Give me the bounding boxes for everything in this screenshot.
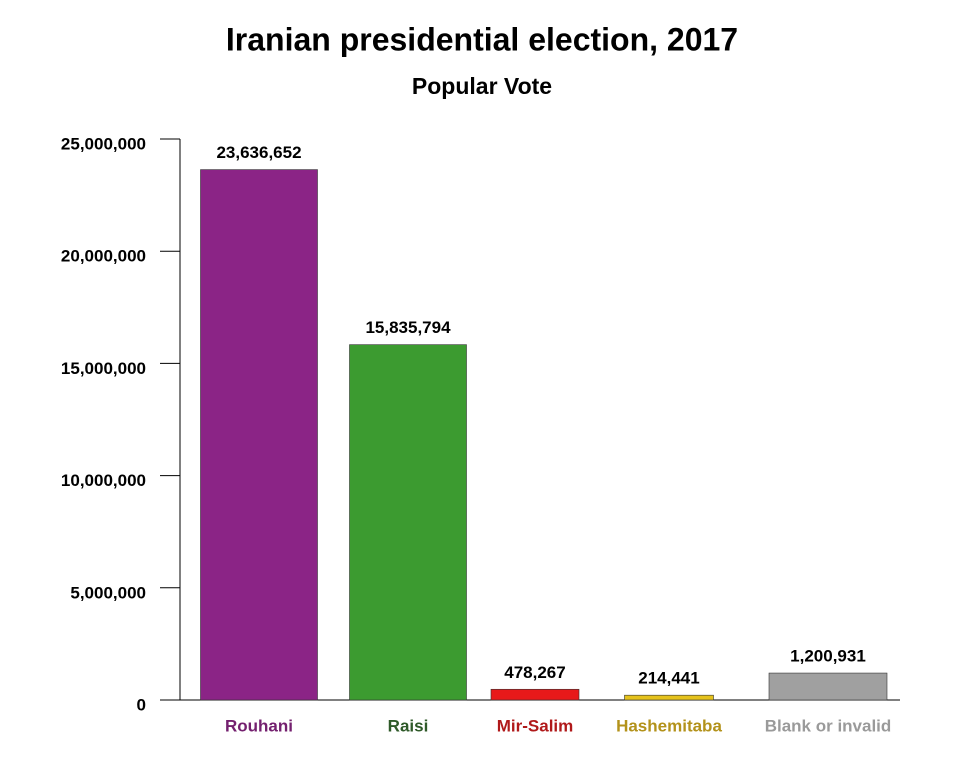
bar — [490, 688, 580, 701]
y-tick-label: 25,000,000 — [61, 134, 146, 153]
chart-title: Iranian presidential election, 2017 — [226, 21, 738, 57]
bar — [200, 169, 318, 701]
value-label: 1,200,931 — [790, 647, 866, 666]
x-tick-label: Blank or invalid — [765, 716, 892, 735]
value-label: 15,835,794 — [365, 318, 451, 337]
bar — [624, 694, 714, 701]
x-tick-label: Mir-Salim — [497, 716, 574, 735]
y-tick-label: 5,000,000 — [70, 583, 146, 602]
y-tick-label: 0 — [137, 695, 146, 714]
y-tick-label: 10,000,000 — [61, 471, 146, 490]
value-label: 23,636,652 — [216, 143, 301, 162]
bar — [349, 344, 467, 701]
bar — [768, 672, 888, 701]
value-label: 214,441 — [638, 669, 699, 688]
x-tick-label: Hashemitaba — [616, 716, 722, 735]
chart-subtitle: Popular Vote — [412, 73, 552, 99]
x-tick-label: Rouhani — [225, 716, 293, 735]
y-tick-label: 15,000,000 — [61, 359, 146, 378]
y-tick-label: 20,000,000 — [61, 247, 146, 266]
value-label: 478,267 — [504, 663, 565, 682]
x-tick-label: Raisi — [388, 716, 429, 735]
